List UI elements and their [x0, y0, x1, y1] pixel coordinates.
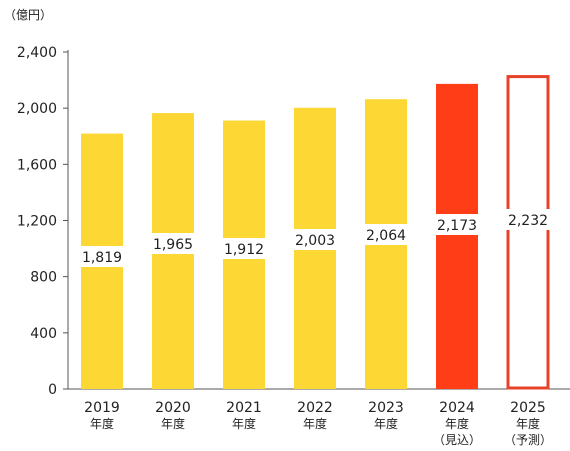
value-label-background: [435, 214, 479, 235]
y-tick-label: 1,600: [17, 157, 57, 173]
x-tick-label-year: 2019: [84, 400, 120, 416]
value-label-2019: 1,819: [82, 250, 122, 266]
y-tick-label: 1,200: [17, 214, 57, 230]
y-tick-label: 0: [48, 382, 57, 398]
bar-2025: [506, 75, 550, 390]
x-tick-label-year: 2022: [297, 400, 333, 416]
value-label-background: [151, 233, 195, 254]
value-label-2020: 1,965: [153, 237, 193, 253]
bar-2024: [436, 83, 478, 390]
value-label-2021: 1,912: [224, 242, 264, 258]
bar-series: 1,819 1,965 1,912 2,003 2,064 2,173 2,232: [80, 75, 550, 390]
y-tick-label: 400: [30, 326, 57, 342]
x-tick-label-fiscal-year: 年度: [303, 416, 327, 431]
x-tick-label-fiscal-year: 年度: [232, 416, 256, 431]
y-tick-label: 800: [30, 270, 57, 286]
x-tick-label-status: （見込）: [433, 433, 481, 447]
value-label-background: [364, 224, 408, 245]
y-axis-unit-label: （億円）: [4, 8, 53, 22]
value-label-background: [506, 209, 550, 230]
value-label-2023: 2,064: [366, 228, 406, 244]
x-tick-label-year: 2020: [155, 400, 191, 416]
value-label-2022: 2,003: [295, 233, 335, 249]
x-tick-label-fiscal-year: 年度: [161, 416, 185, 431]
x-tick-label-status: （予測）: [504, 433, 552, 447]
x-tick-label-fiscal-year: 年度: [445, 416, 469, 431]
y-axis: 0 400 800 1,200 1,600 2,000 2,400: [17, 45, 69, 398]
x-tick-label-fiscal-year: 年度: [90, 416, 114, 431]
x-tick-labels: 2019年度2020年度2021年度2022年度2023年度2024年度（見込）…: [84, 400, 552, 447]
x-tick-label-fiscal-year: 年度: [516, 416, 540, 431]
x-tick-label-year: 2024: [439, 400, 475, 416]
value-label-background: [80, 246, 124, 267]
x-tick-label-year: 2021: [226, 400, 262, 416]
value-label-2025: 2,232: [508, 213, 548, 229]
y-tick-label: 2,000: [17, 101, 57, 117]
value-label-background: [222, 238, 266, 259]
x-tick-label-fiscal-year: 年度: [374, 416, 398, 431]
value-label-2024: 2,173: [437, 218, 477, 234]
value-label-background: [293, 229, 337, 250]
x-tick-label-year: 2023: [368, 400, 404, 416]
x-tick-label-year: 2025: [510, 400, 546, 416]
y-tick-label: 2,400: [17, 45, 57, 61]
